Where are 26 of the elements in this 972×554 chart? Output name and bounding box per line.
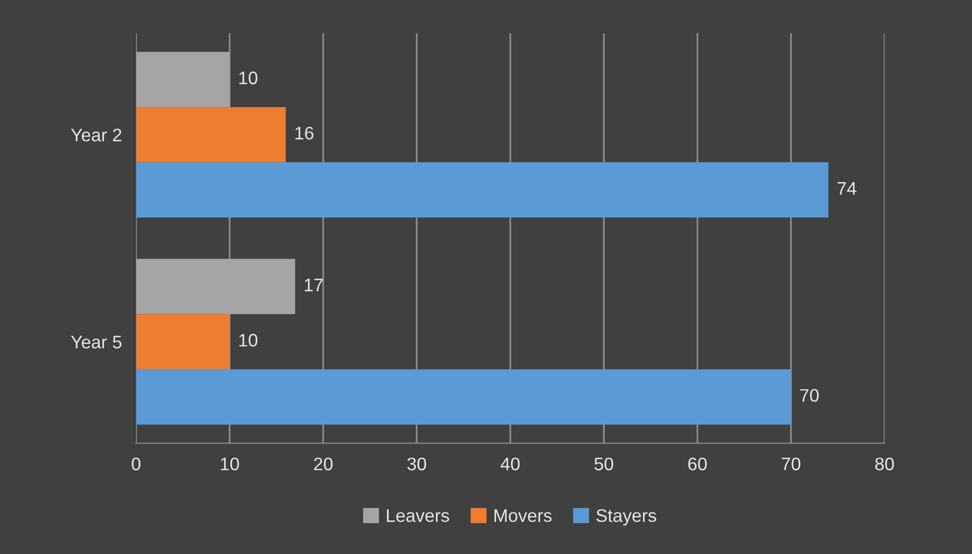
data-label: 10 xyxy=(239,334,258,347)
y-tick-label: Year 5 xyxy=(71,336,122,348)
bar xyxy=(136,314,230,370)
x-tick-label: 20 xyxy=(314,458,333,470)
data-label: 16 xyxy=(295,126,314,140)
data-label: 17 xyxy=(304,278,323,292)
x-tick-label: 70 xyxy=(782,458,800,470)
x-tick-label: 0 xyxy=(132,458,140,470)
legend-label: Movers xyxy=(494,509,552,522)
legend-label: Stayers xyxy=(596,509,656,526)
data-label: 10 xyxy=(239,72,258,84)
data-label: 70 xyxy=(800,389,819,402)
y-tick-label: Year 2 xyxy=(71,128,122,142)
bar xyxy=(136,107,286,162)
legend-label: Leavers xyxy=(386,509,450,522)
bar xyxy=(136,52,230,108)
bar xyxy=(136,162,828,218)
x-tick-label: 60 xyxy=(688,458,707,470)
bar xyxy=(136,369,791,425)
x-tick-label: 80 xyxy=(875,458,894,470)
x-tick-label: 50 xyxy=(594,458,614,470)
bar xyxy=(136,258,296,314)
data-label: 74 xyxy=(838,182,856,195)
x-tick-label: 30 xyxy=(407,458,426,470)
x-tick-label: 10 xyxy=(220,458,239,470)
x-tick-label: 40 xyxy=(500,458,520,470)
